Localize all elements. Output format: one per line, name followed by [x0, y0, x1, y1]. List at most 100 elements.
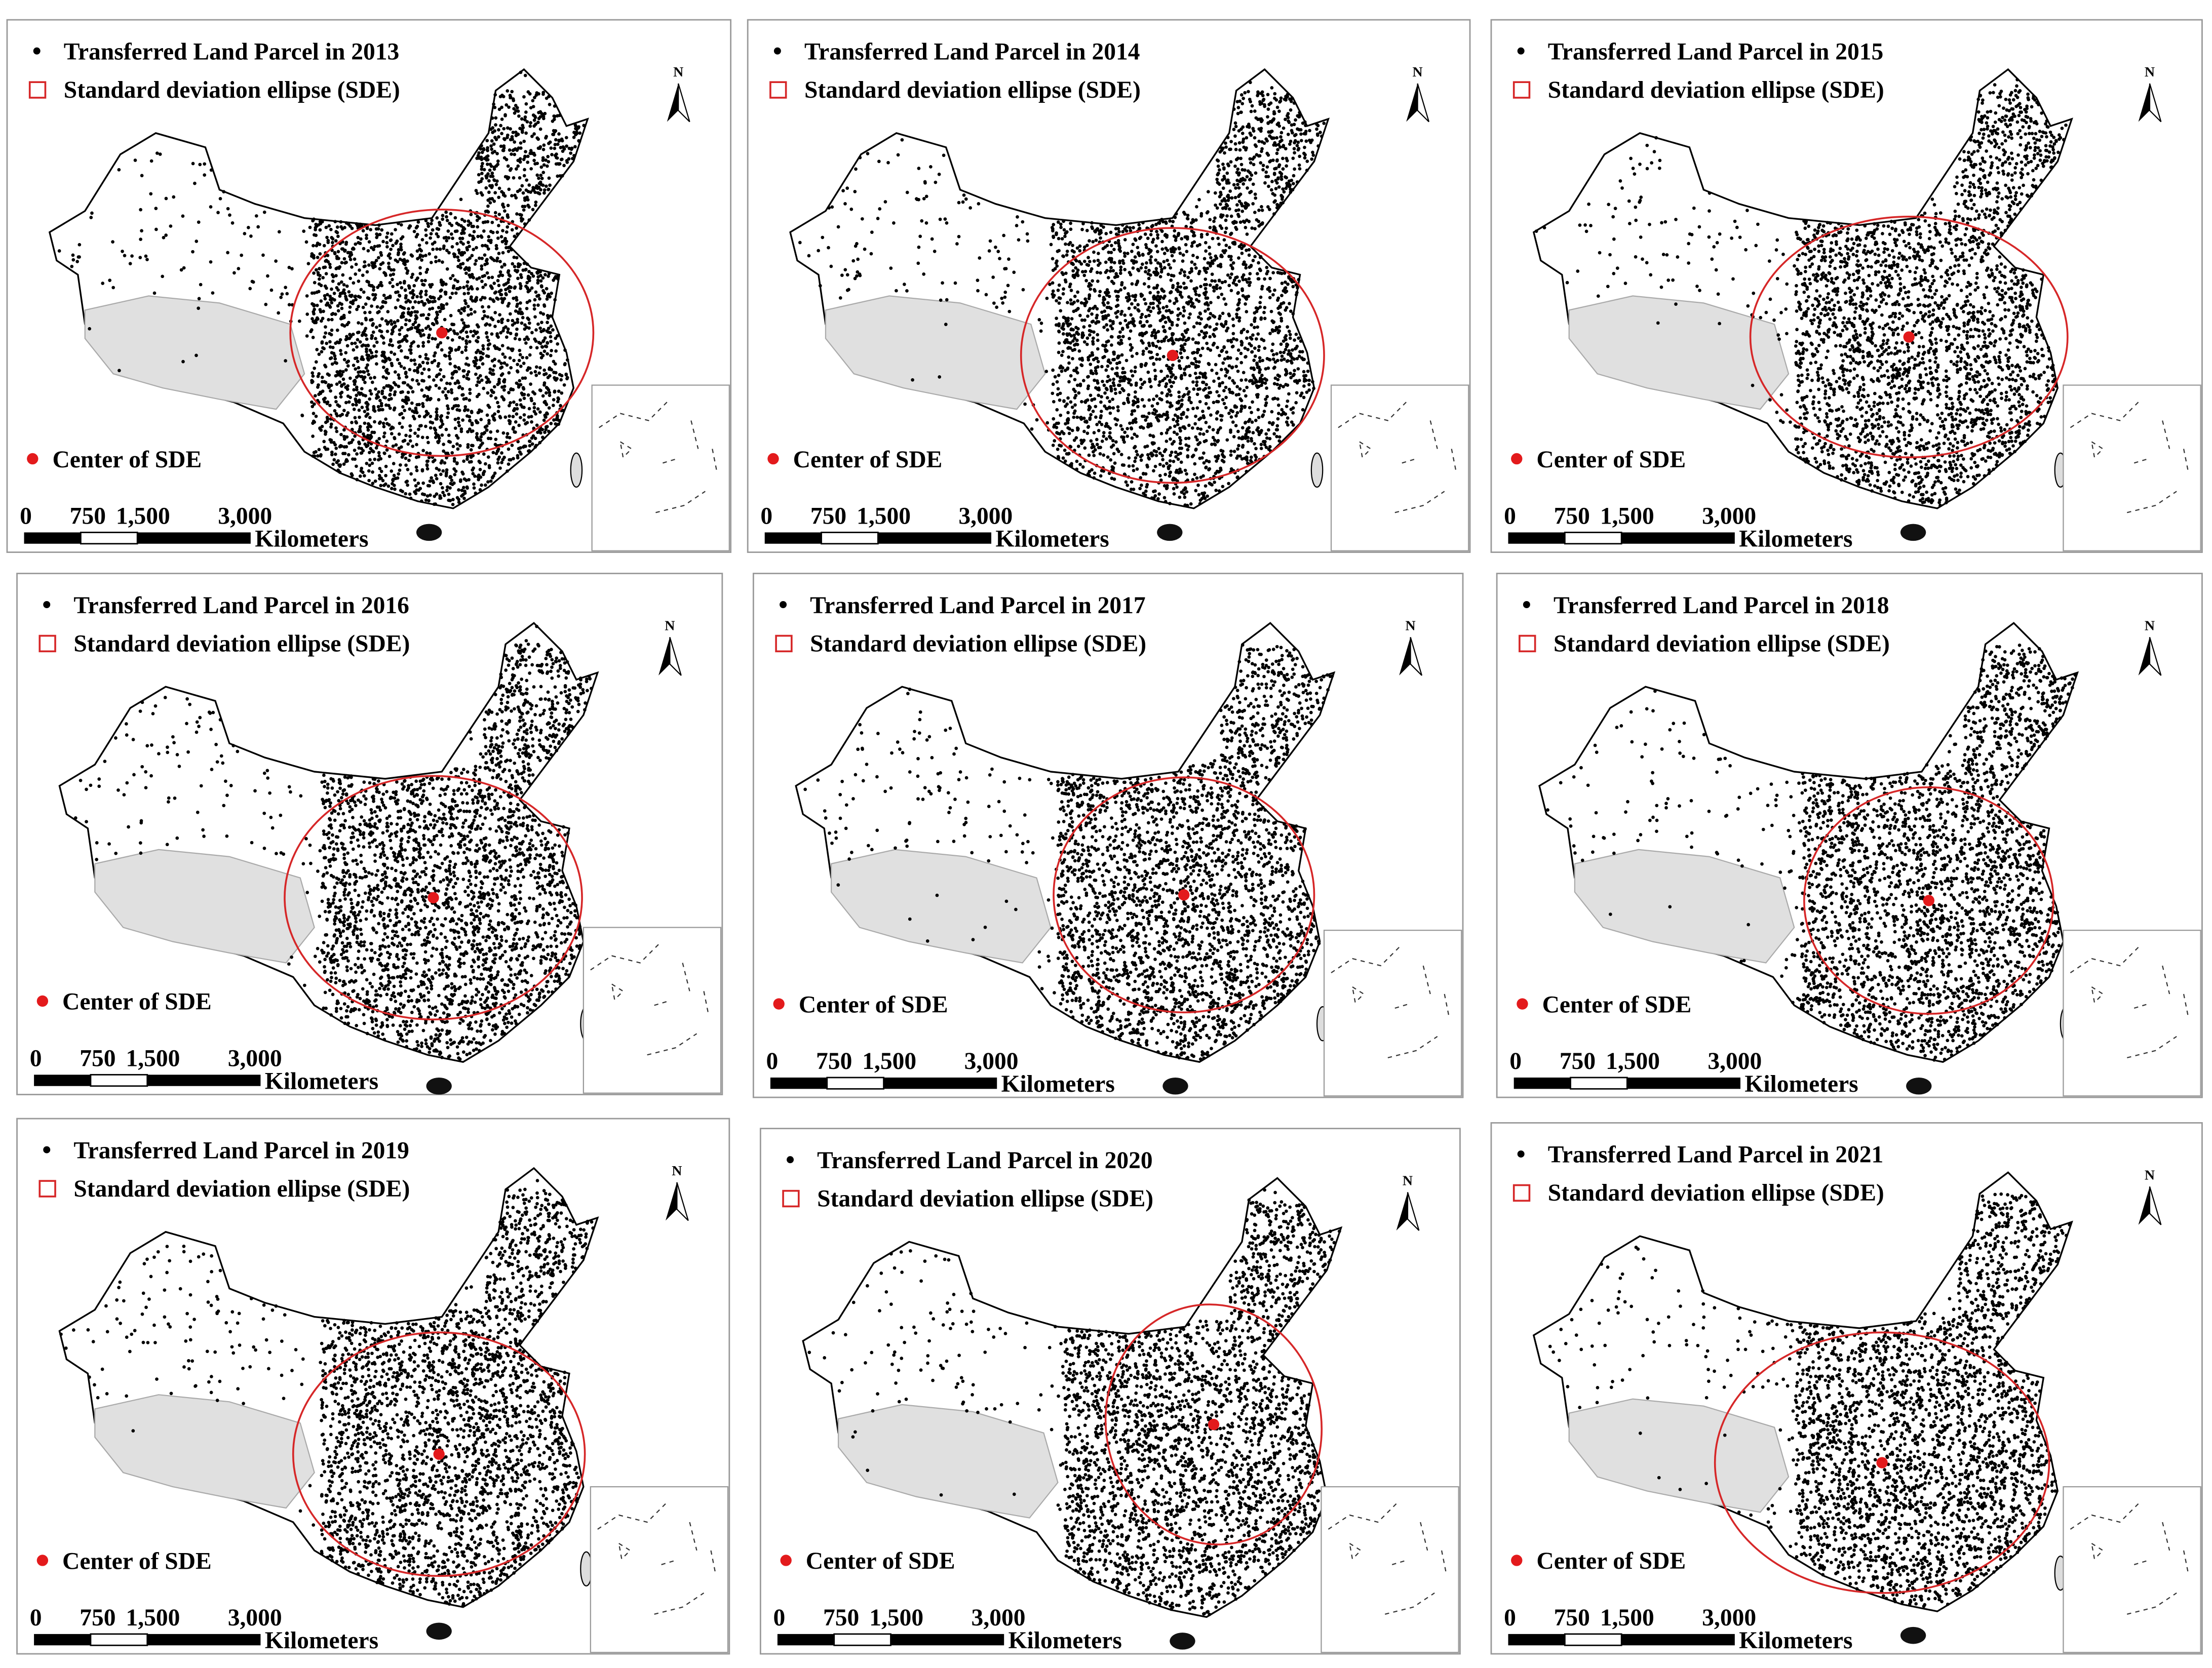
sde-ellipse: [1104, 1303, 1323, 1545]
scale-seg: [90, 1074, 148, 1087]
legend-sde: Standard deviation ellipse (SDE): [810, 630, 1146, 657]
inset-coast: [2070, 944, 2189, 1058]
scale-label: 750: [1560, 1048, 1596, 1075]
hainan: [1906, 1077, 1932, 1095]
north-label: N: [1412, 64, 1422, 80]
legend-square: [1512, 81, 1531, 99]
north-arrow-half: [2149, 1186, 2162, 1225]
inset-coast: [590, 941, 709, 1056]
sde-center: [436, 327, 448, 339]
scale-unit: Kilometers: [1739, 1627, 1852, 1654]
map-panel: Transferred Land Parcel in 2013 Standard …: [6, 19, 732, 553]
sde-ellipse: [1053, 776, 1315, 1014]
scale-label: 1,500: [126, 1605, 180, 1631]
scale-seg: [1627, 1077, 1741, 1089]
north-arrow-half: [2149, 83, 2162, 123]
legend-center: Center of SDE: [1536, 1548, 1686, 1574]
tibet-region: [837, 1404, 1059, 1519]
legend-sde: Standard deviation ellipse (SDE): [73, 630, 410, 657]
scale-label: 3,000: [958, 503, 1013, 530]
panel-title: Transferred Land Parcel in 2018: [1554, 592, 1889, 619]
legend-dot: [1523, 601, 1530, 608]
panel-title: Transferred Land Parcel in 2021: [1548, 1142, 1884, 1168]
scale-label: 3,000: [1702, 503, 1756, 530]
parcel-dots: [1548, 1192, 2072, 1608]
legend-center-dot: [780, 1555, 792, 1566]
map-panel: Transferred Land Parcel in 2016 Standard …: [16, 573, 723, 1095]
scale-seg: [821, 531, 879, 545]
country-outline: [802, 1177, 1343, 1618]
legend-center-dot: [36, 1555, 49, 1566]
north-label: N: [672, 1163, 682, 1179]
tibet-region: [94, 849, 315, 964]
scale-seg: [890, 1634, 1004, 1646]
scale-label: 750: [816, 1048, 852, 1075]
north-label: N: [2145, 1167, 2155, 1183]
panel-title: Transferred Land Parcel in 2014: [804, 38, 1140, 65]
map-panel: Transferred Land Parcel in 2019 Standard …: [16, 1118, 730, 1655]
legend-sde: Standard deviation ellipse (SDE): [1554, 630, 1890, 657]
scale-label: 3,000: [228, 1605, 282, 1631]
scale-seg: [90, 1633, 148, 1646]
parcel-dots: [1534, 78, 2068, 507]
legend-center: Center of SDE: [799, 991, 948, 1018]
panel-title: Transferred Land Parcel in 2020: [817, 1147, 1153, 1174]
panel-title: Transferred Land Parcel in 2017: [810, 592, 1146, 619]
scale-seg: [770, 1077, 827, 1089]
sde-ellipse: [1714, 1331, 2050, 1594]
panel-title: Transferred Land Parcel in 2019: [73, 1137, 409, 1164]
legend-dot: [43, 1146, 51, 1154]
scale-label: 0: [760, 503, 772, 530]
legend-center-dot: [1511, 453, 1523, 465]
inset-coast: [2070, 1500, 2189, 1615]
scale-label: 0: [30, 1046, 42, 1072]
legend-dot: [33, 47, 41, 55]
scale-seg: [764, 532, 822, 544]
inset-frame: [1323, 930, 1462, 1097]
north-label: N: [1403, 1173, 1413, 1188]
tibet-region: [1574, 849, 1795, 964]
scale-label: 750: [70, 503, 106, 530]
legend-dot: [1517, 47, 1525, 55]
scale-label: 0: [30, 1605, 42, 1631]
scale-label: 3,000: [964, 1048, 1019, 1075]
map-panel: Transferred Land Parcel in 2020 Standard …: [759, 1128, 1461, 1655]
legend-dot: [787, 1156, 794, 1164]
north-label: N: [665, 618, 675, 633]
legend-square: [28, 81, 47, 99]
legend-square: [775, 634, 793, 653]
legend-dot: [1517, 1150, 1525, 1158]
sde-ellipse: [1749, 216, 2069, 459]
scale-label: 3,000: [228, 1046, 282, 1072]
legend-square: [769, 81, 787, 99]
inset-frame: [1321, 1486, 1459, 1653]
scale-unit: Kilometers: [995, 526, 1109, 552]
legend-dot: [773, 47, 781, 55]
hainan: [1900, 1626, 1926, 1644]
parcel-dots: [59, 1179, 595, 1607]
taiwan: [570, 452, 583, 488]
scale-unit: Kilometers: [255, 526, 368, 552]
scale-label: 0: [20, 503, 32, 530]
sde-center: [1178, 889, 1190, 901]
scale-seg: [147, 1075, 261, 1086]
tibet-region: [94, 1394, 315, 1509]
hainan: [1157, 524, 1183, 541]
tibet-region: [1568, 1398, 1790, 1513]
legend-center: Center of SDE: [806, 1548, 955, 1574]
hainan: [426, 1622, 452, 1640]
scale-seg: [1564, 531, 1622, 545]
map-panel: Transferred Land Parcel in 2015 Standard …: [1490, 19, 2203, 553]
legend-center: Center of SDE: [62, 1548, 212, 1574]
hainan: [1170, 1633, 1195, 1650]
scale-seg: [1621, 532, 1735, 544]
legend-center: Center of SDE: [62, 989, 212, 1015]
legend-sde: Standard deviation ellipse (SDE): [73, 1176, 410, 1202]
parcel-dots: [803, 643, 1334, 1061]
scale-label: 0: [1504, 503, 1516, 530]
scale-seg: [878, 532, 992, 544]
country-outline: [48, 68, 589, 509]
hainan: [1900, 524, 1926, 541]
north-arrow-half: [1410, 637, 1423, 676]
